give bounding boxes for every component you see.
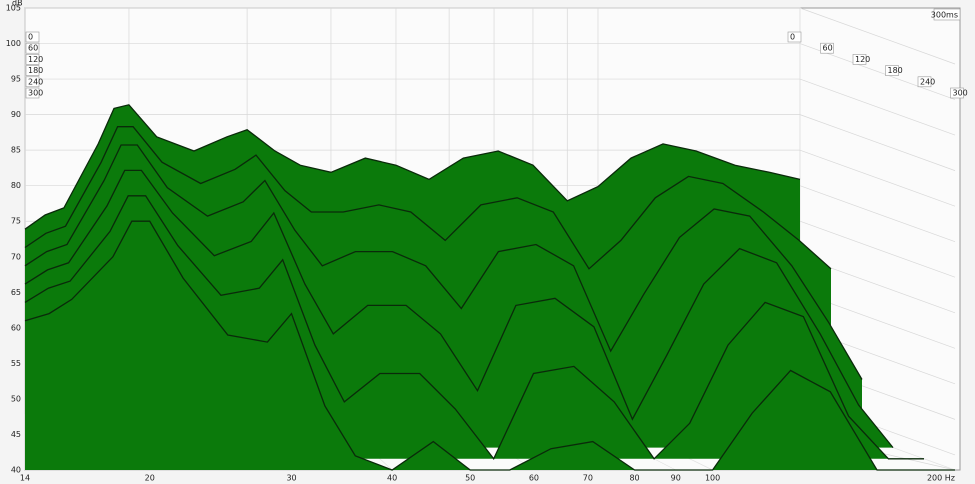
- y-axis-label: dB: [12, 0, 23, 8]
- time-label: 120: [28, 55, 43, 64]
- y-tick-label: 105: [6, 4, 21, 13]
- y-tick-label: 55: [11, 359, 21, 368]
- y-tick-label: 70: [11, 252, 21, 261]
- y-tick-label: 90: [11, 110, 21, 119]
- x-tick-label: 80: [629, 474, 639, 483]
- time-label: 60: [823, 44, 833, 53]
- grid-line: [799, 7, 956, 65]
- time-label-box: [25, 87, 40, 99]
- slice-line: [24, 195, 924, 461]
- y-tick-label: 75: [11, 217, 21, 226]
- time-label: 120: [855, 55, 870, 64]
- time-label: 240: [920, 77, 935, 86]
- time-label-box: [25, 31, 40, 43]
- y-tick-label: 100: [6, 39, 21, 48]
- time-label: 300: [953, 89, 968, 98]
- time-label: 300: [28, 89, 43, 98]
- time-range-label: 300ms: [931, 11, 958, 20]
- y-tick-label: 45: [11, 430, 21, 439]
- time-label: 0: [28, 33, 33, 42]
- time-label-box: [950, 87, 964, 99]
- time-label-box: [852, 54, 867, 65]
- time-label: 60: [28, 44, 38, 53]
- time-label-box: [25, 54, 40, 65]
- time-label-box: [25, 65, 40, 76]
- y-tick-label: 85: [11, 146, 21, 155]
- x-tick-label: 60: [529, 474, 539, 483]
- time-label: 0: [790, 33, 795, 42]
- y-tick-label: 60: [11, 323, 21, 332]
- grid-line: [799, 78, 956, 136]
- x-tick-label: 14: [20, 474, 30, 483]
- time-label-box: [820, 42, 834, 54]
- time-range-box: [933, 8, 961, 21]
- x-tick-label: 90: [671, 474, 681, 483]
- time-label: 180: [888, 66, 903, 75]
- slice-line: [24, 169, 894, 449]
- x-tick-label: 30: [286, 474, 296, 483]
- y-tick-label: 80: [11, 181, 21, 190]
- slice-line: [24, 126, 832, 270]
- time-label: 240: [28, 77, 43, 86]
- y-tick-label: 50: [11, 394, 21, 403]
- x-tick-label: 70: [583, 474, 593, 483]
- slice-line: [24, 220, 955, 471]
- y-tick-label: 95: [11, 75, 21, 84]
- y-tick-label: 40: [11, 466, 21, 475]
- grid-line: [799, 114, 956, 171]
- time-label: 180: [28, 66, 43, 75]
- time-label-box: [917, 76, 932, 88]
- time-label-box: [25, 42, 40, 54]
- grid-line: [799, 149, 956, 207]
- time-label-box: [787, 31, 802, 43]
- grid-line: [799, 220, 956, 278]
- x-tick-label: 20: [145, 474, 155, 483]
- slice-line: [24, 144, 863, 380]
- slice-line: [24, 104, 801, 230]
- time-label-box: [885, 65, 899, 76]
- x-tick-label: 40: [387, 474, 397, 483]
- slice-area: [25, 221, 955, 470]
- y-tick-label: 65: [11, 288, 21, 297]
- grid-line: [799, 185, 956, 243]
- x-tick-label: 50: [465, 474, 475, 483]
- x-tick-label: 100: [705, 474, 720, 483]
- time-label-box: [25, 76, 40, 88]
- x-tick-label: 200 Hz: [927, 474, 955, 483]
